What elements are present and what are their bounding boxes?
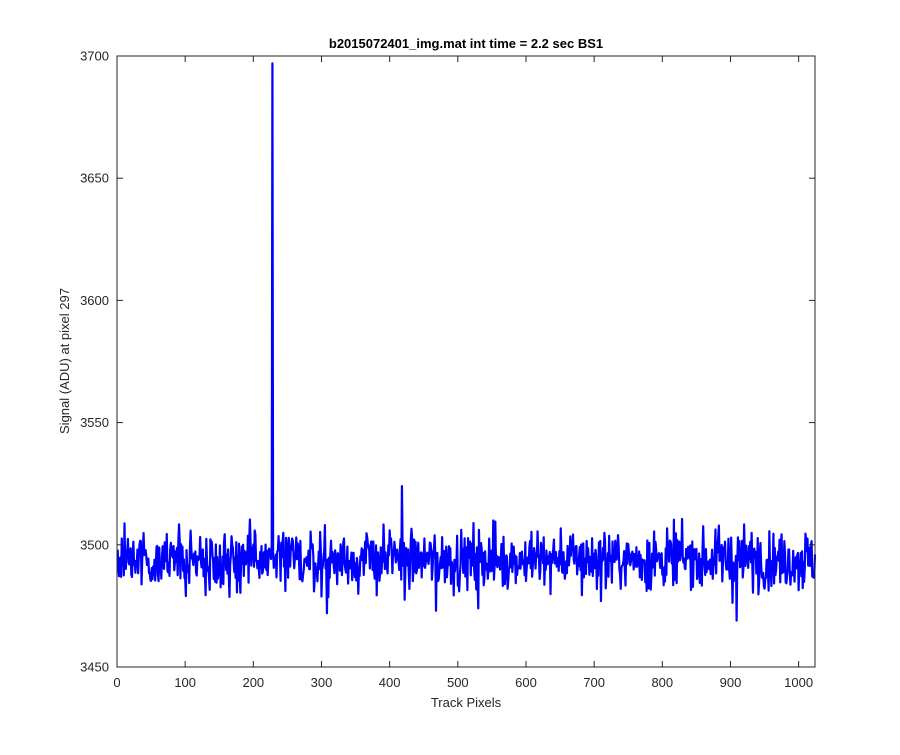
y-tick-label: 3500 bbox=[80, 537, 109, 552]
chart-title: b2015072401_img.mat int time = 2.2 sec B… bbox=[329, 36, 603, 51]
y-tick-label: 3450 bbox=[80, 660, 109, 675]
y-tick-label: 3650 bbox=[80, 171, 109, 186]
x-tick-label: 1000 bbox=[784, 675, 813, 690]
x-axis: 0 100 200 300 400 500 600 700 800 900 1000 bbox=[113, 56, 813, 690]
x-tick-label: 400 bbox=[379, 675, 401, 690]
x-tick-label: 900 bbox=[720, 675, 742, 690]
series-layer bbox=[116, 62, 817, 622]
y-axis-label: Signal (ADU) at pixel 297 bbox=[57, 288, 72, 434]
plot-box bbox=[116, 55, 816, 668]
x-tick-label: 200 bbox=[242, 675, 264, 690]
x-axis-label: Track Pixels bbox=[431, 695, 502, 710]
x-tick-label: 300 bbox=[311, 675, 333, 690]
x-tick-label: 100 bbox=[174, 675, 196, 690]
x-tick-label: 0 bbox=[113, 675, 120, 690]
y-tick-label: 3700 bbox=[80, 49, 109, 64]
y-tick-label: 3550 bbox=[80, 415, 109, 430]
x-tick-label: 600 bbox=[515, 675, 537, 690]
x-tick-label: 500 bbox=[447, 675, 469, 690]
x-tick-label: 800 bbox=[651, 675, 673, 690]
x-tick-label: 700 bbox=[583, 675, 605, 690]
signal-line bbox=[116, 62, 817, 622]
y-axis: 3450 3500 3550 3600 3650 3700 bbox=[80, 49, 815, 675]
y-tick-label: 3600 bbox=[80, 293, 109, 308]
